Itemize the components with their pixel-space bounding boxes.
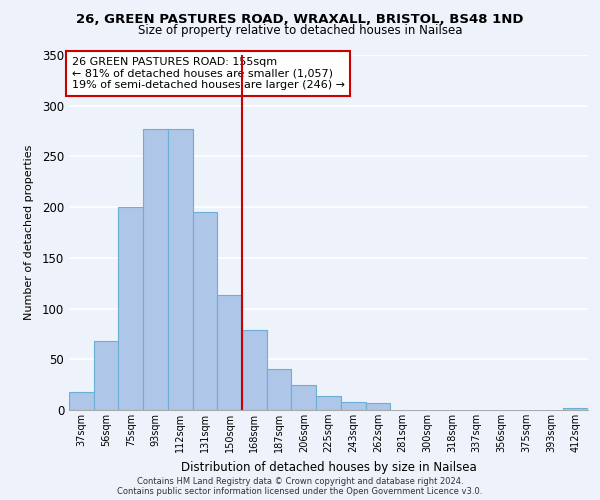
X-axis label: Distribution of detached houses by size in Nailsea: Distribution of detached houses by size …: [181, 460, 476, 473]
Bar: [316, 396, 341, 410]
Bar: [118, 207, 143, 410]
Bar: [143, 129, 168, 410]
Bar: [69, 392, 94, 410]
Bar: [365, 403, 390, 410]
Bar: [94, 341, 118, 410]
Y-axis label: Number of detached properties: Number of detached properties: [23, 145, 34, 320]
Text: Contains HM Land Registry data © Crown copyright and database right 2024.
Contai: Contains HM Land Registry data © Crown c…: [118, 476, 482, 496]
Bar: [242, 330, 267, 410]
Bar: [563, 408, 588, 410]
Text: 26 GREEN PASTURES ROAD: 155sqm
← 81% of detached houses are smaller (1,057)
19% : 26 GREEN PASTURES ROAD: 155sqm ← 81% of …: [71, 57, 344, 90]
Bar: [341, 402, 365, 410]
Bar: [193, 212, 217, 410]
Bar: [267, 370, 292, 410]
Bar: [217, 296, 242, 410]
Bar: [168, 129, 193, 410]
Text: 26, GREEN PASTURES ROAD, WRAXALL, BRISTOL, BS48 1ND: 26, GREEN PASTURES ROAD, WRAXALL, BRISTO…: [76, 13, 524, 26]
Text: Size of property relative to detached houses in Nailsea: Size of property relative to detached ho…: [138, 24, 462, 37]
Bar: [292, 384, 316, 410]
